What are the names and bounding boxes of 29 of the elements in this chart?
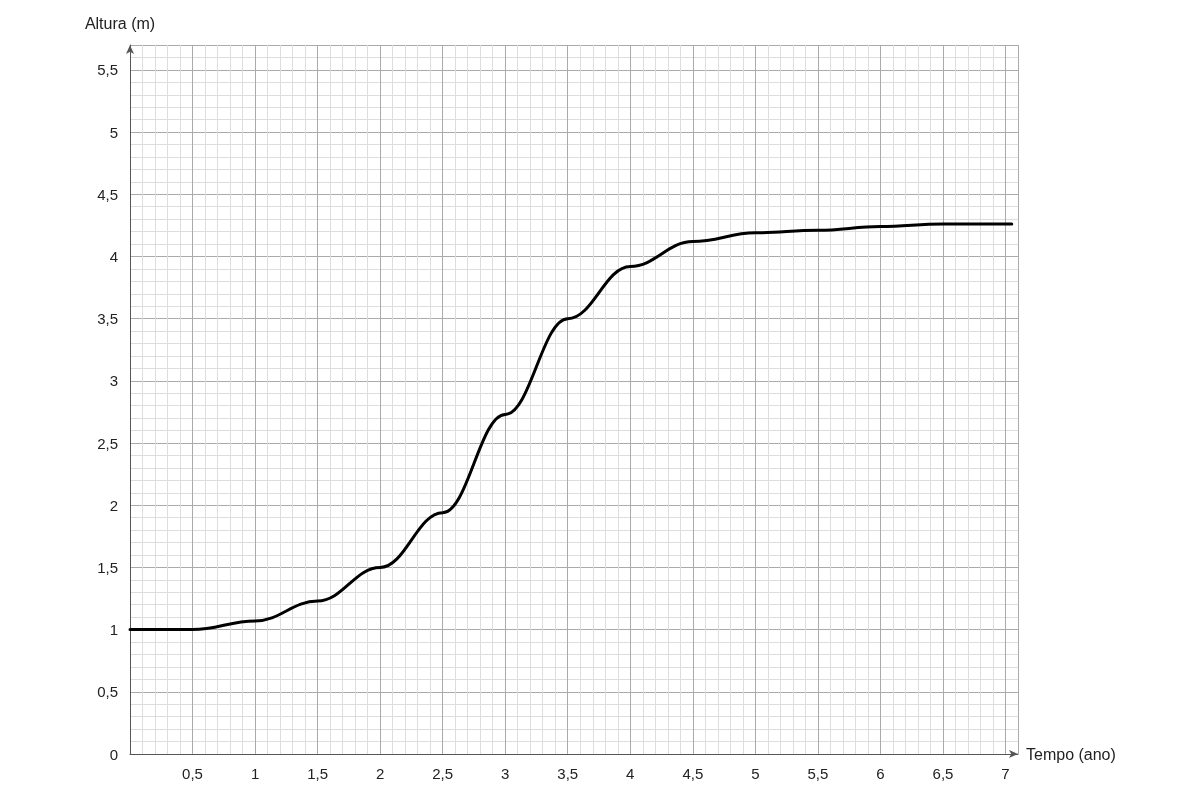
x-tick-label: 2,5 — [432, 765, 454, 782]
x-tick-label: 7 — [1001, 765, 1010, 782]
y-tick-label: 2,5 — [97, 434, 118, 452]
y-tick-label: 4 — [109, 247, 118, 265]
y-tick-label: 3 — [109, 372, 118, 390]
line-series — [128, 222, 1014, 632]
x-tick-label: 3 — [501, 765, 510, 782]
x-tick-label: 5,5 — [807, 765, 829, 782]
x-tick-label: 4,5 — [682, 765, 704, 782]
y-tick-label: 3,5 — [97, 310, 118, 328]
x-tick-label: 1,5 — [307, 765, 329, 782]
x-axis-title: Tempo (ano) — [1026, 745, 1116, 763]
y-tick-label: 2 — [109, 496, 118, 514]
y-tick-label: 1,5 — [97, 558, 118, 576]
y-axis-title: Altura (m) — [84, 14, 156, 32]
x-tick-label: 6,5 — [932, 765, 954, 782]
y-tick-label: 5,5 — [97, 61, 118, 79]
y-tick-label: 1 — [109, 621, 118, 639]
y-tick-label: 0 — [109, 745, 118, 763]
x-tick-label: 5 — [751, 765, 760, 782]
x-tick-label: 3,5 — [557, 765, 579, 782]
x-tick-label: 6 — [876, 765, 885, 782]
x-tick-label: 4 — [626, 765, 635, 782]
x-tick-label: 1 — [250, 765, 260, 782]
y-tick-label: 0,5 — [97, 683, 118, 701]
y-tick-label: 4,5 — [97, 185, 118, 203]
x-tick-label: 2 — [375, 765, 385, 782]
x-tick-label: 0,5 — [182, 765, 203, 782]
y-tick-label: 5 — [109, 123, 118, 141]
